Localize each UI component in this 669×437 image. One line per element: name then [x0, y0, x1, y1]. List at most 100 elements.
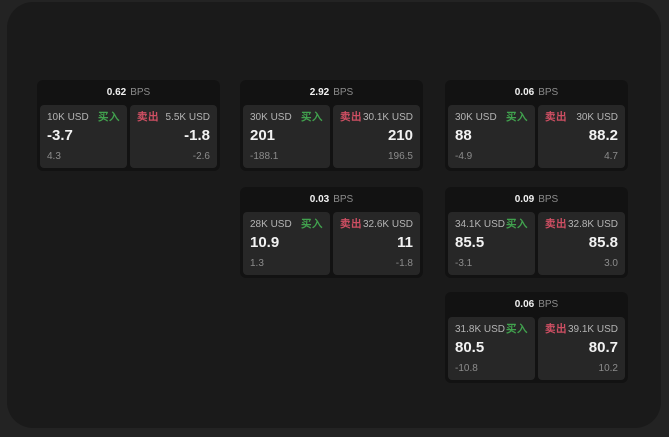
buy-sub-value: -3.1 [455, 258, 473, 269]
quote-card: 0.09 BPS 34.1K USD 买入 85.5 -3.1 卖出 32.8K… [445, 187, 628, 278]
buy-sub-value: -4.9 [455, 151, 473, 162]
card-header: 0.62 BPS [37, 80, 220, 105]
card-header: 0.06 BPS [445, 80, 628, 105]
buy-size: 30K USD [455, 112, 497, 123]
buy-price: 88 [455, 127, 472, 144]
quote-card: 0.06 BPS 30K USD 买入 88 -4.9 卖出 30K USD 8… [445, 80, 628, 171]
bps-unit-label: BPS [333, 194, 354, 205]
buy-panel[interactable]: 10K USD 买入 -3.7 4.3 [40, 105, 127, 168]
sell-price: 88.2 [588, 127, 618, 144]
buy-size: 30K USD [250, 112, 292, 123]
bps-value: 0.06 [514, 87, 535, 98]
bps-unit-label: BPS [333, 87, 354, 98]
quote-panels: 34.1K USD 买入 85.5 -3.1 卖出 32.8K USD 85.8… [445, 212, 628, 278]
buy-tag: 买入 [301, 111, 323, 123]
sell-panel-top: 卖出 5.5K USD [137, 111, 210, 124]
buy-sub-value: -188.1 [250, 151, 279, 162]
sell-panel-top: 卖出 39.1K USD [545, 323, 618, 336]
quote-panels: 30K USD 买入 201 -188.1 卖出 30.1K USD 210 1… [240, 105, 423, 171]
sell-price: -1.8 [184, 127, 210, 144]
buy-panel[interactable]: 34.1K USD 买入 85.5 -3.1 [448, 212, 535, 275]
buy-panel-top: 28K USD 买入 [250, 218, 323, 231]
sell-sub-value: -1.8 [395, 258, 413, 269]
buy-panel[interactable]: 30K USD 买入 201 -188.1 [243, 105, 330, 168]
sell-panel[interactable]: 卖出 32.6K USD 11 -1.8 [333, 212, 420, 275]
buy-size: 28K USD [250, 219, 292, 230]
quote-panels: 31.8K USD 买入 80.5 -10.8 卖出 39.1K USD 80.… [445, 317, 628, 383]
buy-tag: 买入 [506, 111, 528, 123]
sell-price: 80.7 [588, 339, 618, 356]
sell-panel[interactable]: 卖出 32.8K USD 85.8 3.0 [538, 212, 625, 275]
bps-value: 0.06 [514, 299, 535, 310]
buy-size: 34.1K USD [455, 219, 506, 230]
card-header: 0.06 BPS [445, 292, 628, 317]
card-header: 0.09 BPS [445, 187, 628, 212]
sell-size: 39.1K USD [567, 324, 618, 335]
quote-card: 2.92 BPS 30K USD 买入 201 -188.1 卖出 30.1K … [240, 80, 423, 171]
buy-tag: 买入 [506, 323, 528, 335]
sell-panel-top: 卖出 30K USD [545, 111, 618, 124]
main-panel: 0.62 BPS 10K USD 买入 -3.7 4.3 卖出 5.5K USD… [7, 2, 661, 428]
bps-unit-label: BPS [538, 299, 559, 310]
sell-sub-value: 10.2 [598, 363, 618, 374]
sell-tag: 卖出 [545, 323, 567, 335]
sell-sub-value: 4.7 [604, 151, 618, 162]
buy-panel-top: 31.8K USD 买入 [455, 323, 528, 336]
quote-panels: 30K USD 买入 88 -4.9 卖出 30K USD 88.2 4.7 [445, 105, 628, 171]
quote-card: 0.62 BPS 10K USD 买入 -3.7 4.3 卖出 5.5K USD… [37, 80, 220, 171]
sell-price: 85.8 [588, 234, 618, 251]
bps-value: 0.03 [309, 194, 330, 205]
bps-value: 0.09 [514, 194, 535, 205]
card-header: 2.92 BPS [240, 80, 423, 105]
quote-panels: 10K USD 买入 -3.7 4.3 卖出 5.5K USD -1.8 -2.… [37, 105, 220, 171]
sell-price: 210 [387, 127, 413, 144]
buy-panel[interactable]: 30K USD 买入 88 -4.9 [448, 105, 535, 168]
buy-sub-value: 4.3 [47, 151, 61, 162]
sell-size: 32.6K USD [362, 219, 413, 230]
quote-card: 0.06 BPS 31.8K USD 买入 80.5 -10.8 卖出 39.1… [445, 292, 628, 383]
sell-panel-top: 卖出 32.6K USD [340, 218, 413, 231]
buy-sub-value: 1.3 [250, 258, 264, 269]
sell-tag: 卖出 [137, 111, 159, 123]
buy-sub-value: -10.8 [455, 363, 478, 374]
quote-card: 0.03 BPS 28K USD 买入 10.9 1.3 卖出 32.6K US… [240, 187, 423, 278]
sell-panel[interactable]: 卖出 30.1K USD 210 196.5 [333, 105, 420, 168]
sell-sub-value: 3.0 [604, 258, 618, 269]
bps-unit-label: BPS [130, 87, 151, 98]
bps-unit-label: BPS [538, 194, 559, 205]
sell-tag: 卖出 [545, 218, 567, 230]
card-header: 0.03 BPS [240, 187, 423, 212]
bps-value: 2.92 [309, 87, 330, 98]
buy-panel-top: 10K USD 买入 [47, 111, 120, 124]
buy-panel[interactable]: 31.8K USD 买入 80.5 -10.8 [448, 317, 535, 380]
sell-tag: 卖出 [340, 218, 362, 230]
buy-panel-top: 30K USD 买入 [455, 111, 528, 124]
sell-size: 32.8K USD [567, 219, 618, 230]
sell-panel[interactable]: 卖出 39.1K USD 80.7 10.2 [538, 317, 625, 380]
buy-size: 10K USD [47, 112, 89, 123]
sell-size: 30.1K USD [362, 112, 413, 123]
sell-panel-top: 卖出 30.1K USD [340, 111, 413, 124]
sell-size: 30K USD [576, 112, 618, 123]
buy-price: 80.5 [455, 339, 485, 356]
sell-panel[interactable]: 卖出 5.5K USD -1.8 -2.6 [130, 105, 217, 168]
buy-price: 201 [250, 127, 276, 144]
buy-price: -3.7 [47, 127, 73, 144]
sell-sub-value: 196.5 [387, 151, 413, 162]
sell-sub-value: -2.6 [192, 151, 210, 162]
buy-panel-top: 34.1K USD 买入 [455, 218, 528, 231]
buy-tag: 买入 [506, 218, 528, 230]
buy-size: 31.8K USD [455, 324, 506, 335]
buy-tag: 买入 [301, 218, 323, 230]
buy-tag: 买入 [98, 111, 120, 123]
sell-size: 5.5K USD [165, 112, 210, 123]
sell-price: 11 [397, 234, 413, 251]
sell-tag: 卖出 [545, 111, 567, 123]
sell-panel[interactable]: 卖出 30K USD 88.2 4.7 [538, 105, 625, 168]
buy-price: 85.5 [455, 234, 485, 251]
bps-unit-label: BPS [538, 87, 559, 98]
buy-price: 10.9 [250, 234, 280, 251]
buy-panel[interactable]: 28K USD 买入 10.9 1.3 [243, 212, 330, 275]
sell-panel-top: 卖出 32.8K USD [545, 218, 618, 231]
